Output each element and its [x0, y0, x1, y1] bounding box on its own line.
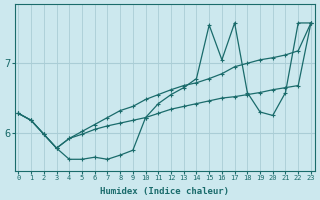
- X-axis label: Humidex (Indice chaleur): Humidex (Indice chaleur): [100, 187, 229, 196]
